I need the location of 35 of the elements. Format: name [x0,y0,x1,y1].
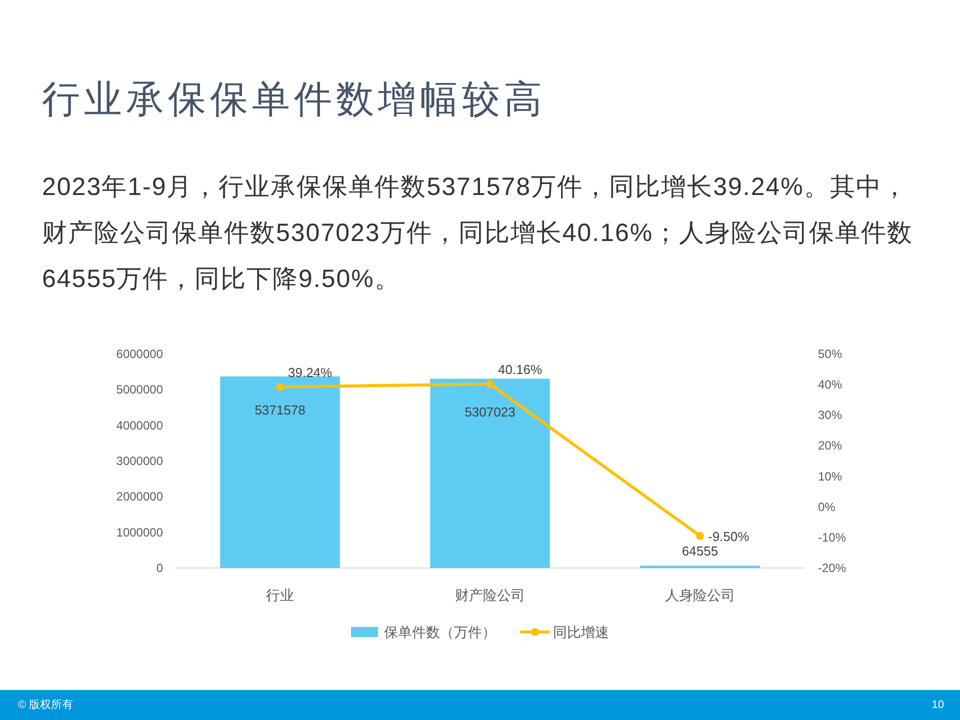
y-tick-label: 4000000 [116,418,164,432]
y2-tick-label: 30% [818,408,842,422]
legend-label: 同比增速 [553,624,609,640]
text: 10 [932,699,944,711]
bar [430,378,550,568]
data-label: -9.50% [708,528,750,544]
y2-tick-label: 40% [818,378,842,392]
y2-tick-label: 50% [818,347,842,361]
data-label: 5371578 [254,402,306,418]
x-tick-label: 财产险公司 [455,587,525,603]
y-tick-label: 2000000 [116,490,164,504]
data-label: 5307023 [464,404,516,420]
y-tick-label: 0 [156,561,164,575]
y2-tick-label: 0% [818,500,836,514]
chart-title: 行业承保保单件数增幅较高 [42,78,546,122]
x-tick-label: 行业 [266,587,294,603]
y2-tick-label: 20% [818,438,842,453]
data-label: 40.16% [498,362,543,378]
y-tick-label: 6000000 [116,347,164,361]
chart-subtitle: 2023年1-9月，行业承保保单件数5371578万件，同比增长39.24%。其中，财产险公司保单件数5307023万件，同比增长40.16%；人身险公司保单件数64555万件，同比下降9.50%。 [42,172,914,295]
bar [220,376,340,568]
y2-tick-label: -10% [818,530,846,544]
text: © 版权所有 [18,698,74,711]
y-tick-label: 3000000 [116,454,164,468]
data-label: 64555 [682,544,718,559]
y2-tick-label: -20% [818,561,846,575]
point [486,380,494,388]
y2-tick-label: 10% [818,469,842,484]
y-tick-label: 1000000 [116,525,164,540]
legend-label: 保单件数（万件） [384,624,496,640]
x-tick-label: 人身险公司 [665,587,735,603]
y-tick-label: 5000000 [116,382,164,397]
point [696,532,704,540]
data-label: 39.24% [288,364,333,380]
point [276,382,284,391]
